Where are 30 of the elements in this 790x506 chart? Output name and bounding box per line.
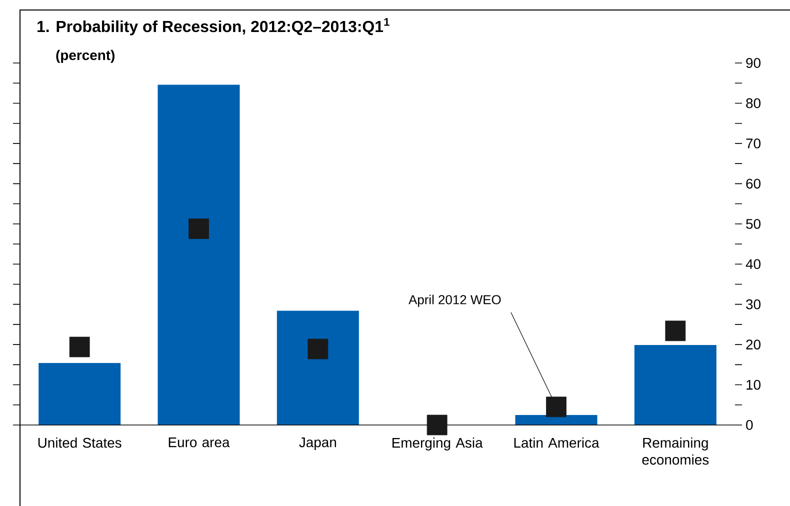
- bar: [276, 310, 359, 425]
- y-tick-label: 80: [746, 98, 760, 108]
- bar: [634, 344, 716, 425]
- point: [188, 218, 209, 239]
- point: [308, 338, 328, 360]
- point: [426, 414, 448, 436]
- point: [69, 336, 90, 358]
- x-tick-label: Japan: [299, 438, 336, 450]
- y-tick-label: 60: [746, 178, 760, 189]
- y-tick-label: 90: [746, 58, 760, 68]
- x-tick-label: Latin America: [514, 438, 600, 448]
- chart-subtitle: (percent): [56, 50, 114, 63]
- annotation: April 2012 WEO: [408, 294, 501, 307]
- y-tick-label: 40: [746, 259, 760, 270]
- chart-title: 1. Probability of Recession, 2012:Q2–2013:Q1$^{1}$: [38, 18, 390, 36]
- y-tick-label: 0: [746, 420, 753, 430]
- point: [546, 396, 566, 418]
- y-tick-label: 50: [746, 218, 760, 229]
- x-tick-label: United States: [38, 438, 122, 448]
- y-tick-label: 30: [746, 299, 760, 310]
- bar: [158, 84, 240, 425]
- y-tick-label: 70: [746, 138, 760, 148]
- point: [665, 320, 686, 342]
- bar: [38, 363, 121, 425]
- x-tick-label: Remaining economies: [642, 438, 709, 465]
- x-tick-label: Emerging Asia: [392, 438, 483, 451]
- y-tick-label: 10: [746, 380, 760, 390]
- x-tick-label: Euro area: [168, 438, 230, 448]
- bar: [515, 414, 598, 425]
- y-tick-label: 20: [746, 340, 760, 350]
